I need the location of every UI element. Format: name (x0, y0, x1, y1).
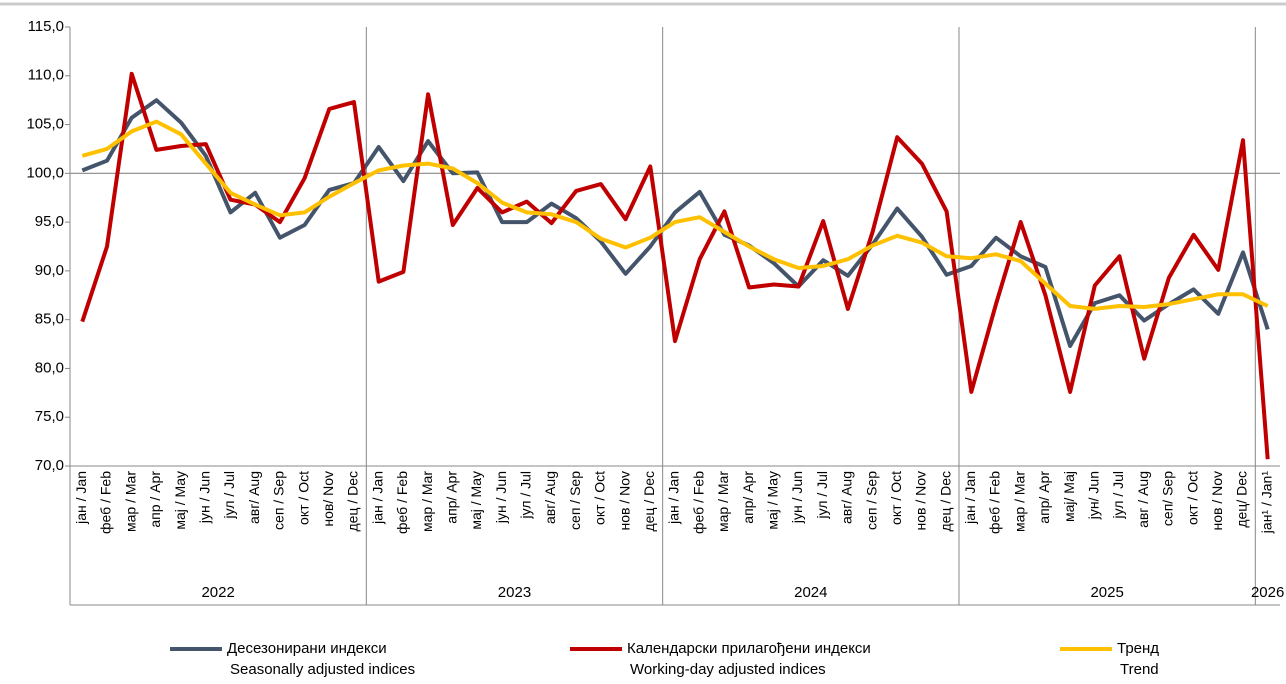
x-tick-label: окт / Oct (592, 471, 608, 525)
x-tick-label: феб / Feb (394, 471, 410, 534)
y-tick-label: 95,0 (35, 213, 64, 230)
y-tick-label: 85,0 (35, 311, 64, 328)
year-label: 2022 (201, 584, 234, 601)
x-tick-label: мај / May (764, 471, 780, 530)
x-tick-label: дец / Dec (937, 471, 953, 532)
series-line (81, 119, 1269, 311)
x-tick-label: јан / Jan (962, 471, 978, 525)
x-tick-label: јан¹ / Jan¹ (1258, 471, 1274, 535)
y-tick-label: 90,0 (35, 262, 64, 279)
x-tick-label: дец / Dec (345, 471, 361, 532)
x-tick-label: феб / Feb (690, 471, 706, 534)
x-tick-label: јун / Jun (197, 471, 213, 524)
legend-label-en: Seasonally adjusted indices (230, 661, 415, 678)
x-tick-label: сеп/ Sep (1160, 471, 1176, 526)
legend-label: Календарски прилагођени индекси (627, 640, 871, 657)
series-line (81, 98, 1270, 348)
x-tick-label: мар / Mar (122, 471, 138, 532)
y-tick-label: 110,0 (28, 67, 64, 84)
x-tick-label: сеп / Sep (567, 471, 583, 530)
year-label: 2026 (1251, 584, 1284, 601)
x-tick-label: мај / May (468, 471, 484, 530)
x-tick-label: нов / Nov (913, 471, 929, 531)
x-tick-label: јан / Jan (73, 471, 89, 525)
x-tick-label: јул / Jul (518, 471, 534, 520)
x-tick-label: феб / Feb (987, 471, 1003, 534)
x-tick-label: окт / Oct (1184, 471, 1200, 525)
y-tick-label: 115,0 (28, 18, 64, 35)
x-tick-label: авг/ Aug (542, 471, 558, 524)
legend-label: Десезонирани индекси (227, 640, 387, 657)
x-tick-label: јун / Jun (493, 471, 509, 524)
y-tick-label: 70,0 (35, 457, 64, 474)
y-tick-label: 80,0 (35, 359, 64, 376)
x-tick-label: јун / Jun (789, 471, 805, 524)
year-label: 2023 (498, 584, 531, 601)
x-tick-label: мај / May (172, 471, 188, 530)
x-tick-label: нов / Nov (616, 471, 632, 531)
x-tick-label: јул / Jul (221, 471, 237, 520)
x-tick-label: феб / Feb (98, 471, 114, 534)
x-tick-label: јан / Jan (666, 471, 682, 525)
x-tick-label: јул / Jul (1110, 471, 1126, 520)
year-label: 2024 (794, 584, 827, 601)
x-tick-label: јул / Jul (814, 471, 830, 520)
x-tick-label: окт / Oct (888, 471, 904, 525)
x-tick-label: нов / Nov (1209, 471, 1225, 531)
x-tick-label: апр/ Apr (740, 471, 756, 524)
x-tick-label: јун/ Jun (1085, 471, 1101, 520)
x-tick-label: мар / Mar (1011, 471, 1027, 532)
x-tick-label: дец/ Dec (1234, 471, 1250, 528)
x-tick-label: сеп / Sep (271, 471, 287, 530)
x-tick-label: авг/ Aug (839, 471, 855, 524)
series-line (80, 71, 1270, 460)
legend-label-en: Working-day adjusted indices (630, 661, 826, 678)
x-tick-label: апр/ Apr (1036, 471, 1052, 524)
x-tick-label: сеп / Sep (863, 471, 879, 530)
x-tick-label: окт / Oct (295, 471, 311, 525)
x-tick-label: јан / Jan (369, 471, 385, 525)
legend-label-en: Trend (1120, 661, 1159, 678)
x-tick-label: авг/ Aug (246, 471, 262, 524)
x-tick-label: апр / Apr (147, 471, 163, 528)
x-tick-label: апр/ Apr (443, 471, 459, 524)
x-tick-label: мар / Mar (715, 471, 731, 532)
legend-label: Тренд (1117, 640, 1159, 657)
x-tick-label: нов/ Nov (320, 471, 336, 527)
year-label: 2025 (1090, 584, 1123, 601)
y-tick-label: 105,0 (26, 116, 64, 133)
x-tick-label: авг / Aug (1135, 471, 1151, 528)
x-tick-label: мар / Mar (419, 471, 435, 532)
x-tick-label: мај/ Мај (1061, 471, 1077, 522)
x-tick-label: дец / Dec (641, 471, 657, 532)
y-tick-label: 100,0 (26, 164, 64, 181)
y-tick-label: 75,0 (35, 408, 64, 425)
